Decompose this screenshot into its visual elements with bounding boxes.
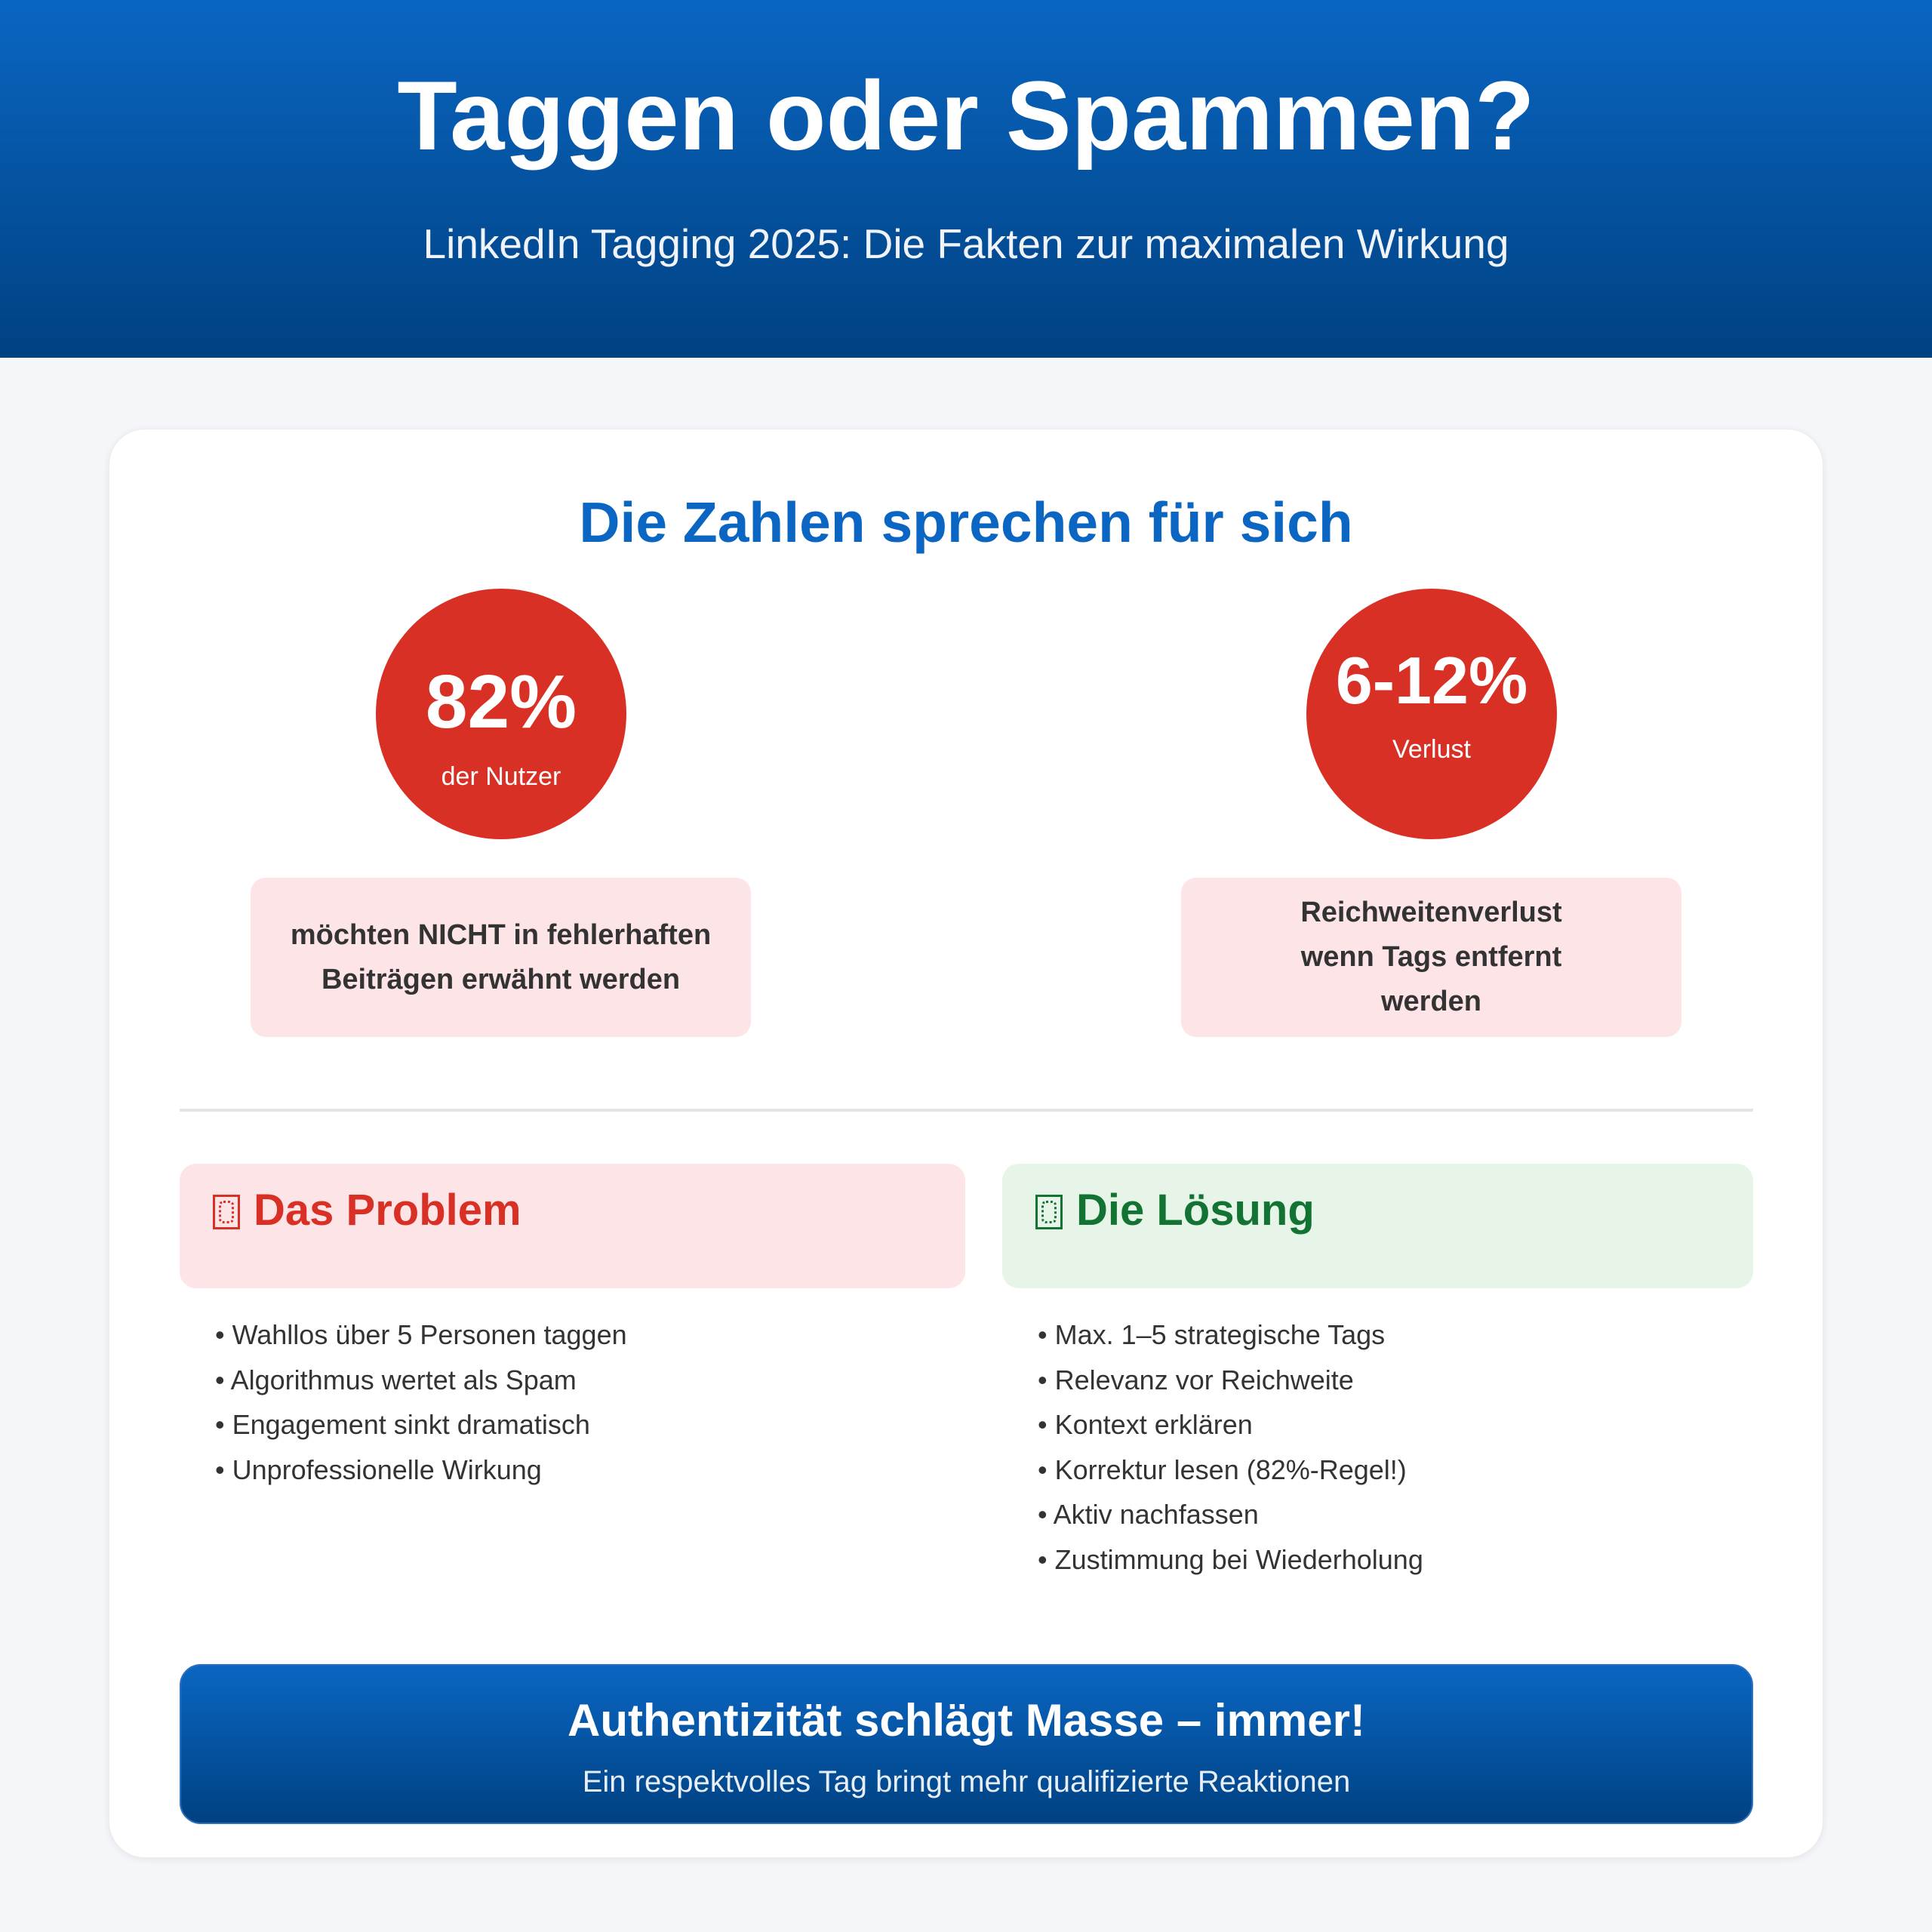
list-item: Algorithmus wertet als Spam — [215, 1358, 627, 1403]
list-item: Relevanz vor Reichweite — [1038, 1358, 1423, 1403]
section-divider — [180, 1109, 1753, 1112]
cta-banner: Authentizität schlägt Masse – immer! Ein… — [180, 1664, 1753, 1824]
stats-section-title: Die Zahlen sprechen für sich — [579, 491, 1353, 554]
stat-description-box: möchten NICHT in fehlerhaften Beiträgen … — [251, 878, 751, 1037]
stat-description: Reichweitenverlust wenn Tags entfernt we… — [1300, 897, 1562, 1017]
stat-circle-82: 82% der Nutzer — [376, 589, 626, 839]
stat-label: Verlust — [1392, 735, 1471, 764]
solution-header: Die Lösung — [1002, 1164, 1753, 1288]
problem-list: Wahllos über 5 Personen taggen Algorithm… — [215, 1312, 627, 1492]
stat-value: 82% — [425, 660, 577, 744]
list-item: Aktiv nachfassen — [1038, 1492, 1423, 1537]
stat-label: der Nutzer — [441, 762, 561, 791]
list-item: Zustimmung bei Wiederholung — [1038, 1537, 1423, 1583]
list-item: Wahllos über 5 Personen taggen — [215, 1312, 627, 1358]
missing-glyph-icon — [1035, 1195, 1063, 1229]
content-card: Die Zahlen sprechen für sich 82% der Nut… — [109, 429, 1823, 1858]
problem-header: Das Problem — [180, 1164, 965, 1288]
stat-circle-6-12: 6-12% Verlust — [1306, 589, 1557, 839]
solution-title: Die Lösung — [1076, 1186, 1315, 1235]
stat-value: 6-12% — [1335, 643, 1528, 718]
list-item: Korrektur lesen (82%-Regel!) — [1038, 1447, 1423, 1493]
list-item: Engagement sinkt dramatisch — [215, 1402, 627, 1447]
cta-title: Authentizität schlägt Masse – immer! — [568, 1695, 1365, 1746]
page-title: Taggen oder Spammen? — [397, 60, 1535, 171]
problem-title: Das Problem — [254, 1186, 521, 1235]
header-banner: Taggen oder Spammen? LinkedIn Tagging 20… — [0, 0, 1932, 358]
stat-description-box: Reichweitenverlust wenn Tags entfernt we… — [1181, 878, 1681, 1037]
solution-list: Max. 1–5 strategische Tags Relevanz vor … — [1038, 1312, 1423, 1582]
list-item: Max. 1–5 strategische Tags — [1038, 1312, 1423, 1358]
missing-glyph-icon — [213, 1195, 240, 1229]
page-subtitle: LinkedIn Tagging 2025: Die Fakten zur ma… — [423, 220, 1509, 267]
list-item: Kontext erklären — [1038, 1402, 1423, 1447]
cta-subtitle: Ein respektvolles Tag bringt mehr qualif… — [582, 1765, 1351, 1798]
list-item: Unprofessionelle Wirkung — [215, 1447, 627, 1493]
stat-description: möchten NICHT in fehlerhaften Beiträgen … — [290, 918, 712, 995]
